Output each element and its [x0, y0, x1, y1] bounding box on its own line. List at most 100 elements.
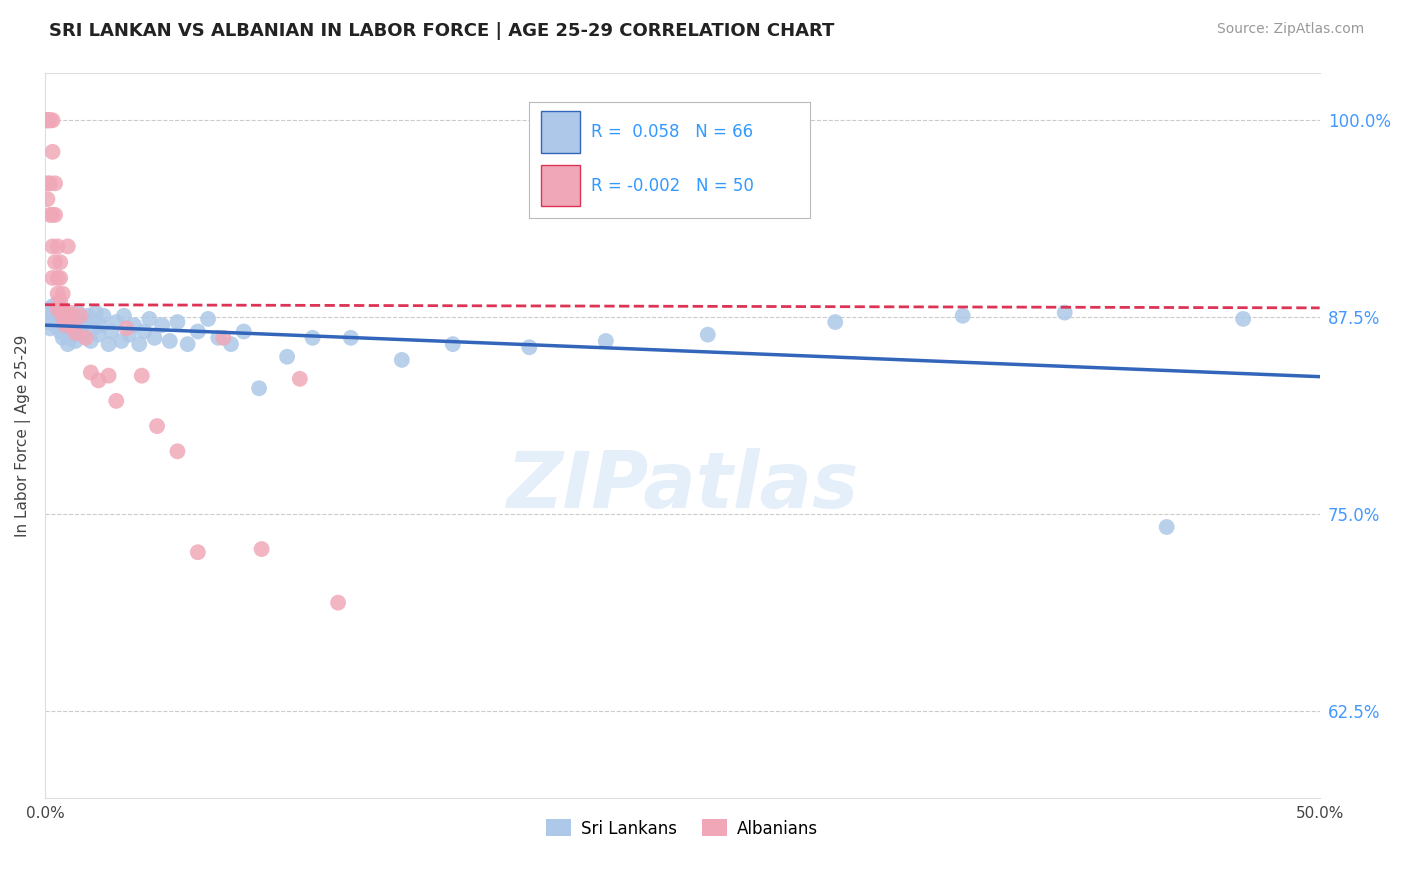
Point: [46, 296, 69, 310]
Point: [41, 208, 63, 222]
Point: [115, 321, 138, 335]
Point: [250, 542, 273, 557]
Point: [39, 177, 62, 191]
Point: [696, 327, 718, 342]
Point: [37, 113, 59, 128]
Point: [67, 305, 90, 319]
Point: [105, 393, 128, 408]
Point: [56, 312, 79, 326]
Point: [59, 309, 82, 323]
Point: [49, 325, 72, 339]
Point: [37, 113, 59, 128]
Point: [75, 331, 97, 345]
Point: [326, 596, 349, 610]
Point: [128, 337, 150, 351]
Point: [166, 444, 188, 458]
Text: ZIPatlas: ZIPatlas: [506, 449, 859, 524]
Point: [46, 271, 69, 285]
Point: [187, 545, 209, 559]
Point: [80, 366, 103, 380]
Point: [65, 315, 87, 329]
Point: [37, 302, 59, 317]
Point: [207, 331, 229, 345]
Point: [41, 113, 63, 128]
Point: [52, 286, 75, 301]
Point: [143, 331, 166, 345]
Point: [301, 331, 323, 345]
Point: [105, 315, 128, 329]
Point: [1232, 312, 1254, 326]
Y-axis label: In Labor Force | Age 25-29: In Labor Force | Age 25-29: [15, 334, 31, 537]
Point: [90, 318, 112, 333]
Point: [824, 315, 846, 329]
Point: [1053, 305, 1076, 319]
Point: [212, 331, 235, 345]
Point: [87, 327, 110, 342]
Point: [69, 318, 91, 333]
Point: [112, 309, 135, 323]
Point: [41, 299, 63, 313]
Point: [39, 208, 62, 222]
Point: [65, 334, 87, 348]
Point: [53, 318, 76, 333]
Point: [52, 302, 75, 317]
Point: [37, 315, 59, 329]
Point: [82, 321, 104, 335]
Point: [100, 325, 122, 339]
Point: [138, 312, 160, 326]
Point: [46, 302, 69, 317]
Point: [49, 294, 72, 309]
Point: [87, 373, 110, 387]
Point: [159, 334, 181, 348]
Point: [49, 255, 72, 269]
Point: [46, 239, 69, 253]
Point: [952, 309, 974, 323]
Point: [39, 113, 62, 128]
Text: Source: ZipAtlas.com: Source: ZipAtlas.com: [1216, 22, 1364, 37]
Point: [595, 334, 617, 348]
Point: [41, 239, 63, 253]
Point: [77, 309, 100, 323]
Point: [288, 372, 311, 386]
Point: [46, 286, 69, 301]
Point: [134, 325, 156, 339]
Point: [146, 419, 169, 434]
Point: [65, 326, 87, 340]
Legend: Sri Lankans, Albanians: Sri Lankans, Albanians: [540, 813, 825, 844]
Point: [232, 325, 254, 339]
Point: [131, 368, 153, 383]
Point: [84, 305, 107, 319]
Point: [44, 305, 66, 319]
Point: [39, 113, 62, 128]
Point: [44, 318, 66, 333]
Point: [53, 305, 76, 319]
Point: [62, 321, 84, 335]
Point: [97, 337, 120, 351]
Point: [1156, 520, 1178, 534]
Point: [59, 305, 82, 319]
Point: [75, 315, 97, 329]
Point: [37, 192, 59, 206]
Point: [49, 271, 72, 285]
Point: [52, 310, 75, 325]
Point: [37, 113, 59, 128]
Point: [93, 309, 115, 323]
Point: [197, 312, 219, 326]
Point: [69, 309, 91, 323]
Point: [187, 325, 209, 339]
Point: [62, 318, 84, 333]
Point: [97, 368, 120, 383]
Point: [59, 331, 82, 345]
Point: [150, 318, 173, 333]
Point: [44, 177, 66, 191]
Point: [41, 145, 63, 159]
Point: [52, 331, 75, 345]
Point: [176, 337, 198, 351]
Point: [118, 327, 141, 342]
Point: [37, 113, 59, 128]
Point: [219, 337, 242, 351]
Point: [517, 340, 540, 354]
Point: [41, 309, 63, 323]
Point: [49, 315, 72, 329]
Point: [80, 334, 103, 348]
